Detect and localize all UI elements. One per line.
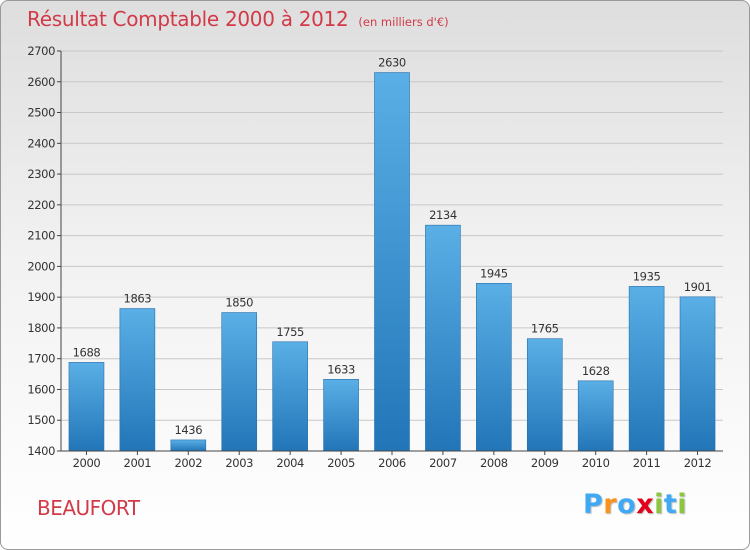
bar-value-label: 1436 bbox=[174, 423, 202, 437]
x-tick-label: 2000 bbox=[73, 456, 101, 470]
bar-value-label: 1688 bbox=[73, 345, 101, 359]
y-axis-tick-labels: 1400 1500 1600 1700 1800 1900 2000 2100 2200 2300… bbox=[27, 44, 55, 458]
bar-2004 bbox=[272, 341, 308, 452]
bar-value-label: 1765 bbox=[531, 322, 559, 336]
bar-2011 bbox=[628, 286, 665, 452]
bar-value-label: 1935 bbox=[633, 269, 661, 283]
logo-letter: o bbox=[617, 489, 637, 520]
chart-title: Résultat Comptable 2000 à 2012 bbox=[27, 7, 349, 31]
bar-value-label: 1628 bbox=[582, 364, 610, 378]
logo-letter: i bbox=[677, 489, 688, 520]
x-tick-label: 2002 bbox=[174, 456, 202, 470]
logo-letter: x bbox=[636, 489, 655, 520]
chart-subtitle: (en milliers d'€) bbox=[358, 15, 449, 29]
bar-2005 bbox=[323, 379, 359, 452]
bar-2012 bbox=[679, 296, 716, 452]
commune-name: BEAUFORT bbox=[37, 496, 140, 520]
bar-value-label: 1633 bbox=[327, 362, 355, 376]
x-tick-label: 2001 bbox=[124, 456, 152, 470]
y-tick-label: 1600 bbox=[27, 382, 55, 396]
bar-2003 bbox=[221, 312, 258, 452]
bars bbox=[68, 72, 716, 452]
bar-value-label: 1755 bbox=[276, 325, 304, 339]
bar-2001 bbox=[119, 308, 156, 452]
bar-2008 bbox=[476, 283, 512, 452]
y-tick-label: 2700 bbox=[27, 44, 55, 58]
bar-2006 bbox=[374, 72, 410, 452]
y-tick-label: 2400 bbox=[27, 136, 55, 150]
logo-letter: i bbox=[654, 489, 664, 520]
bar-2007 bbox=[425, 224, 461, 452]
y-tick-label: 2600 bbox=[27, 75, 55, 89]
title-row: Résultat Comptable 2000 à 2012 (en millie… bbox=[27, 7, 449, 31]
x-tick-label: 2011 bbox=[633, 456, 661, 470]
logo-letter: r bbox=[603, 489, 618, 520]
bar-value-label: 1850 bbox=[225, 296, 253, 310]
bar-2002 bbox=[170, 439, 207, 452]
bar-2000 bbox=[68, 362, 105, 452]
x-tick-label: 2007 bbox=[429, 456, 457, 470]
proxiti-logo: Proxiti bbox=[583, 489, 687, 520]
x-tick-label: 2012 bbox=[684, 456, 712, 470]
x-tick-label: 2009 bbox=[531, 456, 559, 470]
bar-value-labels: 1688 1863 1436 1850 1755 1633 2630 2134 1945 1765… bbox=[73, 56, 712, 437]
y-tick-label: 1800 bbox=[27, 321, 55, 335]
x-tick-label: 2010 bbox=[582, 456, 610, 470]
y-tick-label: 2500 bbox=[27, 106, 55, 120]
axes bbox=[60, 51, 723, 452]
logo-letter: P bbox=[583, 489, 604, 520]
bar-value-label: 1901 bbox=[684, 280, 712, 294]
y-tick-label: 1700 bbox=[27, 352, 55, 366]
bar-value-label: 1863 bbox=[124, 292, 152, 306]
bar-2010 bbox=[577, 380, 614, 452]
x-tick-label: 2006 bbox=[378, 456, 406, 470]
bar-2009 bbox=[526, 338, 563, 452]
logo-letter: t bbox=[663, 489, 678, 520]
x-tick-label: 2004 bbox=[276, 456, 304, 470]
bar-value-label: 2134 bbox=[429, 208, 457, 222]
y-tick-label: 1900 bbox=[27, 290, 55, 304]
x-tick-label: 2005 bbox=[327, 456, 355, 470]
y-tick-label: 2100 bbox=[27, 229, 55, 243]
bar-value-label: 2630 bbox=[378, 56, 406, 70]
y-tick-label: 2000 bbox=[27, 259, 55, 273]
y-tick-label: 1500 bbox=[27, 413, 55, 427]
x-axis-tick-labels: 2000 2001 2002 2003 2004 2005 2006 2007 2008 2009… bbox=[73, 451, 712, 470]
y-tick-label: 1400 bbox=[27, 444, 55, 458]
y-tick-label: 2300 bbox=[27, 167, 55, 181]
y-tick-label: 2200 bbox=[27, 198, 55, 212]
bar-value-label: 1945 bbox=[480, 266, 508, 280]
x-tick-label: 2008 bbox=[480, 456, 508, 470]
x-tick-label: 2003 bbox=[225, 456, 253, 470]
